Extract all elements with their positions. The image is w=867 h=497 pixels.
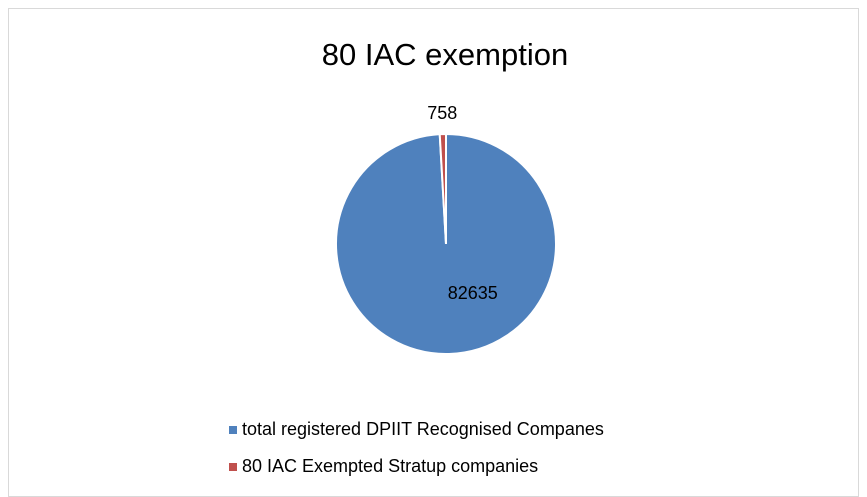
legend-label: total registered DPIIT Recognised Compan… bbox=[242, 419, 604, 439]
legend-marker bbox=[229, 463, 237, 471]
legend-label: 80 IAC Exempted Stratup companies bbox=[242, 456, 538, 476]
legend-marker bbox=[229, 426, 237, 434]
chart-title: 80 IAC exemption bbox=[322, 37, 568, 72]
data-label: 758 bbox=[427, 103, 457, 123]
pie-slice bbox=[438, 132, 447, 245]
data-label: 82635 bbox=[448, 283, 498, 303]
